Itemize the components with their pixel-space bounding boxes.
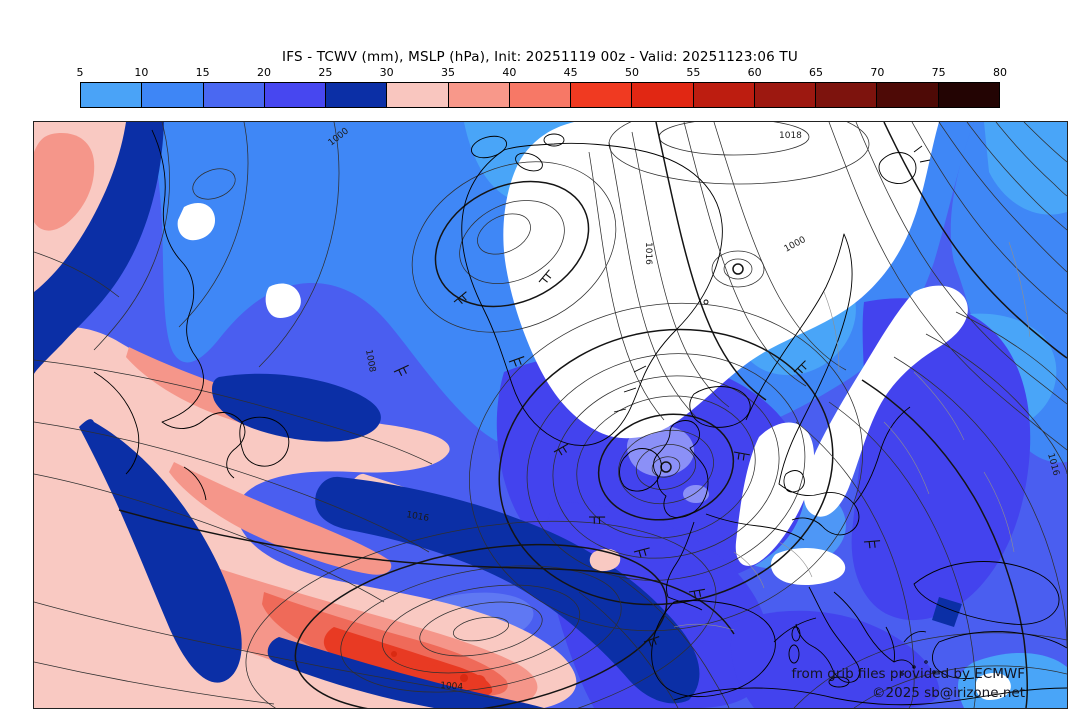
isobars-open-bold (118, 122, 1067, 708)
fill-light-barents (984, 122, 1067, 215)
colorbar-tick-label: 75 (931, 66, 946, 79)
colorbar-tick-label: 55 (686, 66, 701, 79)
fill-lavender-low-center-2 (683, 485, 709, 503)
colorbar-tick-label: 80 (993, 66, 1007, 79)
fill-white-greenland-arctic (503, 122, 939, 439)
colorbar-track (80, 82, 1000, 108)
isobar-closed-labrador (192, 168, 236, 200)
colorbar-tick-label: 50 (625, 66, 639, 79)
colorbar-segment (815, 83, 877, 107)
colorbar-segment (141, 83, 203, 107)
fill-navy-bands (34, 122, 962, 708)
pressure-label: 1016 (405, 510, 430, 524)
isobars-greenland (411, 161, 617, 333)
colorbar-tick-label: 35 (441, 66, 455, 79)
colorbar-segment (570, 83, 632, 107)
colorbar-ticks: 5 10 15 20 25 30 35 40 45 50 55 60 65 70 75 80 (76, 66, 1008, 80)
colorbar-segment (263, 83, 326, 107)
colorbar-tick-label: 15 (195, 66, 210, 79)
map-area: 1018 1000 1016 1000 1008 1016 1004 1016 from gr… (33, 121, 1068, 709)
colorbar-tick-label: 30 (379, 66, 394, 79)
fill-red-spot-2 (427, 665, 437, 675)
attribution-source: from grib files provided by ECMWF (791, 666, 1025, 682)
fill-bright-red-spot-2 (391, 651, 397, 657)
fill-red-spot-1 (472, 675, 486, 689)
colorbar-segment (386, 83, 448, 107)
colorbar-segment (202, 83, 264, 107)
isobars-denmark-strait-low (711, 250, 765, 288)
fill-salmon-corner (34, 133, 95, 231)
colorbar-tick-label: 60 (747, 66, 762, 79)
fill-violet-mediterranean (730, 610, 940, 708)
colorbar-segment (447, 83, 509, 107)
country-borders (673, 241, 1031, 631)
pressure-label: 1004 (440, 681, 464, 693)
colorbar-tick-label: 20 (257, 66, 271, 79)
colorbar-tick-label: 70 (870, 66, 885, 79)
fill-white-labrador-1 (177, 202, 216, 241)
fill-red-bottom (323, 627, 493, 698)
colorbar-segment (631, 83, 693, 107)
colorbar-tick-label: 25 (318, 66, 333, 79)
colorbar-segment (937, 83, 999, 107)
colorbar-segment (81, 83, 142, 107)
pressure-label: 1016 (643, 242, 653, 265)
colorbar: 5 10 15 20 25 30 35 40 45 50 55 60 65 70 75 80 (76, 66, 1008, 108)
colorbar-tick-label: 45 (563, 66, 578, 79)
colorbar-segment (876, 83, 938, 107)
fill-white-labrador-2 (265, 283, 301, 318)
colorbar-segment (692, 83, 754, 107)
attribution-copyright: ©2025 sb@irizone.net (872, 685, 1025, 701)
coastlines (93, 129, 1067, 706)
colorbar-tick-label: 65 (809, 66, 823, 79)
colorbar-segment (753, 83, 816, 107)
fill-salmon-mid-streak (169, 462, 392, 575)
colorbar-tick-label: 40 (502, 66, 517, 79)
pressure-label: 1008 (363, 349, 377, 374)
isobars-open-thin (34, 122, 1067, 708)
page-title: IFS - TCWV (mm), MSLP (hPa), Init: 20251… (282, 49, 798, 65)
colorbar-tick-label: 10 (134, 66, 149, 79)
colorbar-segment (325, 83, 387, 107)
colorbar-tick-label: 5 (76, 66, 84, 79)
fill-white-alps (770, 548, 846, 586)
pressure-label: 1018 (779, 131, 802, 141)
colorbar-segment (508, 83, 571, 107)
fill-bright-red-spot-1 (460, 674, 468, 682)
fill-white-europe-dry-slot (803, 285, 968, 517)
fill-pink-leaf-on-navy (589, 548, 621, 572)
isobars-low-uk (469, 302, 863, 632)
